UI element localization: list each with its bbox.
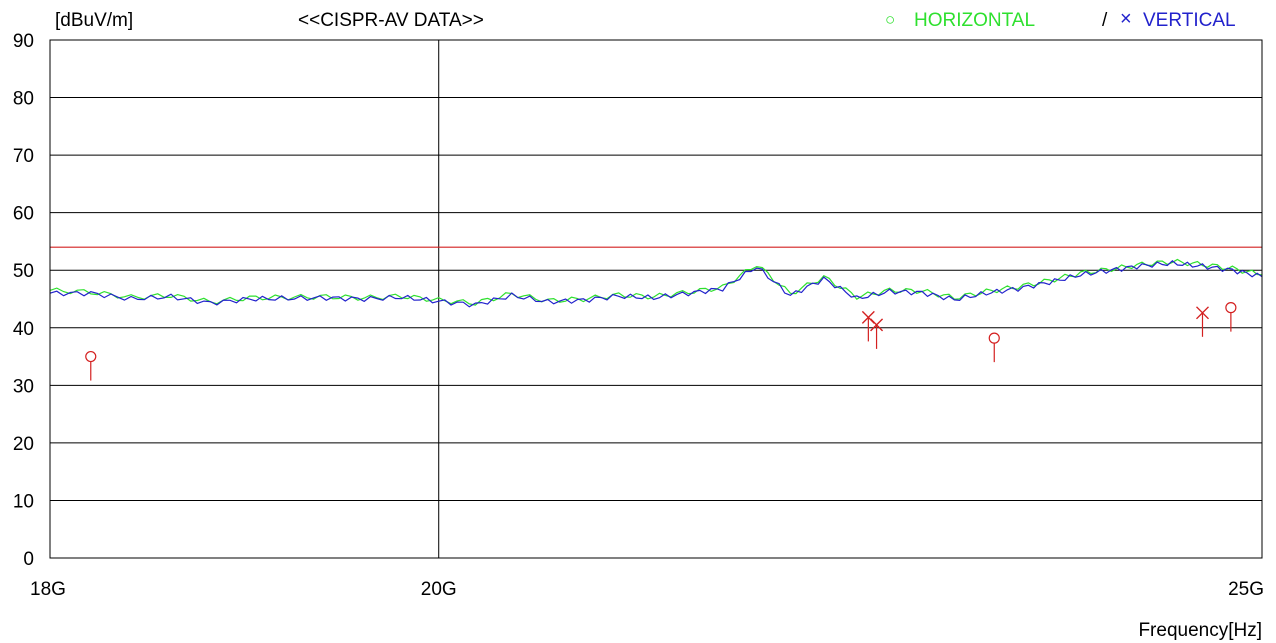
peak-marker-horizontal <box>1225 302 1237 332</box>
chart-title: <<CISPR-AV DATA>> <box>298 10 484 31</box>
y-tick-label: 50 <box>13 261 34 282</box>
series-line-vertical <box>49 260 1263 308</box>
plot-grid <box>50 40 1262 558</box>
x-tick-label: 25G <box>1228 579 1264 600</box>
series-line-horizontal <box>49 258 1263 306</box>
peak-markers <box>85 302 1237 381</box>
peak-marker-vertical <box>861 310 875 342</box>
legend-horizontal-label: HORIZONTAL <box>914 10 1035 31</box>
y-tick-label: 80 <box>13 89 34 110</box>
y-tick-label: 10 <box>13 491 34 512</box>
legend-separator: / <box>1102 10 1108 31</box>
y-tick-label: 0 <box>23 549 34 570</box>
series-group <box>49 258 1263 308</box>
legend-vertical-symbol: × <box>1120 8 1132 30</box>
peak-marker-horizontal <box>988 332 1000 363</box>
y-tick-label: 70 <box>13 146 34 167</box>
y-tick-label: 20 <box>13 434 34 455</box>
y-tick-label: 40 <box>13 319 34 340</box>
legend-vertical-label: VERTICAL <box>1143 10 1236 31</box>
x-axis-label: Frequency[Hz] <box>1138 620 1262 641</box>
peak-marker-horizontal <box>85 350 97 381</box>
y-axis-label: [dBuV/m] <box>55 10 133 31</box>
y-tick-label: 60 <box>13 204 34 225</box>
plot-frame <box>49 39 1263 559</box>
peak-marker-vertical <box>1195 306 1209 337</box>
legend-horizontal-symbol: ○ <box>885 10 895 29</box>
y-tick-label: 90 <box>13 31 34 52</box>
y-tick-label: 30 <box>13 376 34 397</box>
legend: ○ HORIZONTAL / × VERTICAL <box>885 8 1236 31</box>
x-tick-label: 20G <box>421 579 457 600</box>
x-tick-label: 18G <box>30 579 66 600</box>
y-axis-ticks: 0 10 20 30 40 50 60 70 80 90 <box>13 31 34 570</box>
x-axis-ticks: 18G 20G 25G <box>30 579 1264 600</box>
peak-marker-vertical <box>870 318 884 349</box>
